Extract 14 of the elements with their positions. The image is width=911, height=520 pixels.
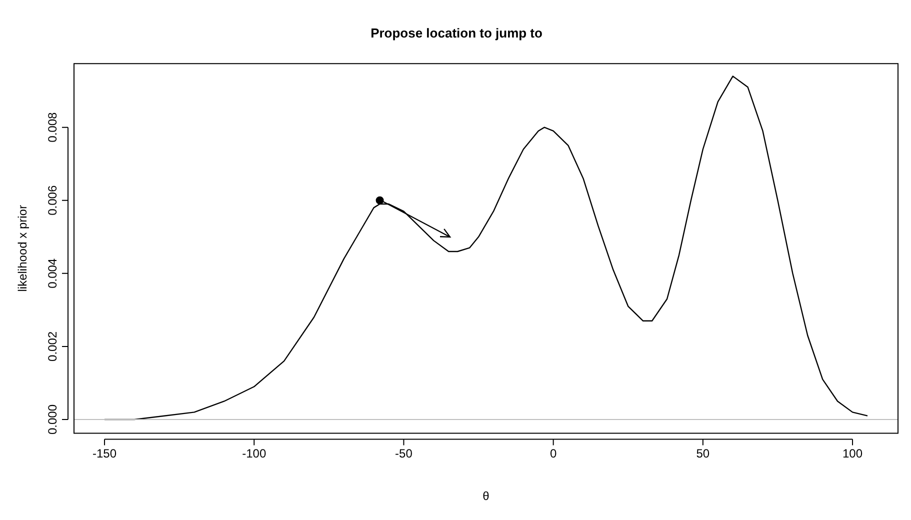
x-tick-label: -50 — [395, 446, 413, 461]
x-tick-label: 0 — [550, 446, 557, 461]
y-tick-label: 0.002 — [45, 331, 60, 362]
x-tick-label: -150 — [92, 446, 117, 461]
y-tick-label: 0.008 — [45, 112, 60, 142]
y-axis-title: likelihood x prior — [16, 205, 30, 292]
x-tick-label: -100 — [242, 446, 266, 461]
y-tick-label: 0.000 — [45, 404, 60, 435]
chart-title: Propose location to jump to — [370, 25, 542, 40]
x-tick-label: 100 — [842, 446, 863, 461]
x-axis-title: θ — [482, 489, 490, 504]
x-tick-label: 50 — [696, 446, 710, 461]
y-tick-label: 0.006 — [45, 185, 60, 216]
y-tick-label: 0.004 — [45, 258, 60, 288]
